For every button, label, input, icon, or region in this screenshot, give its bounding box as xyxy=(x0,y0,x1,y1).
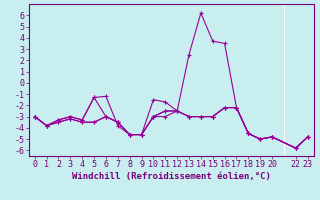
X-axis label: Windchill (Refroidissement éolien,°C): Windchill (Refroidissement éolien,°C) xyxy=(72,172,271,181)
